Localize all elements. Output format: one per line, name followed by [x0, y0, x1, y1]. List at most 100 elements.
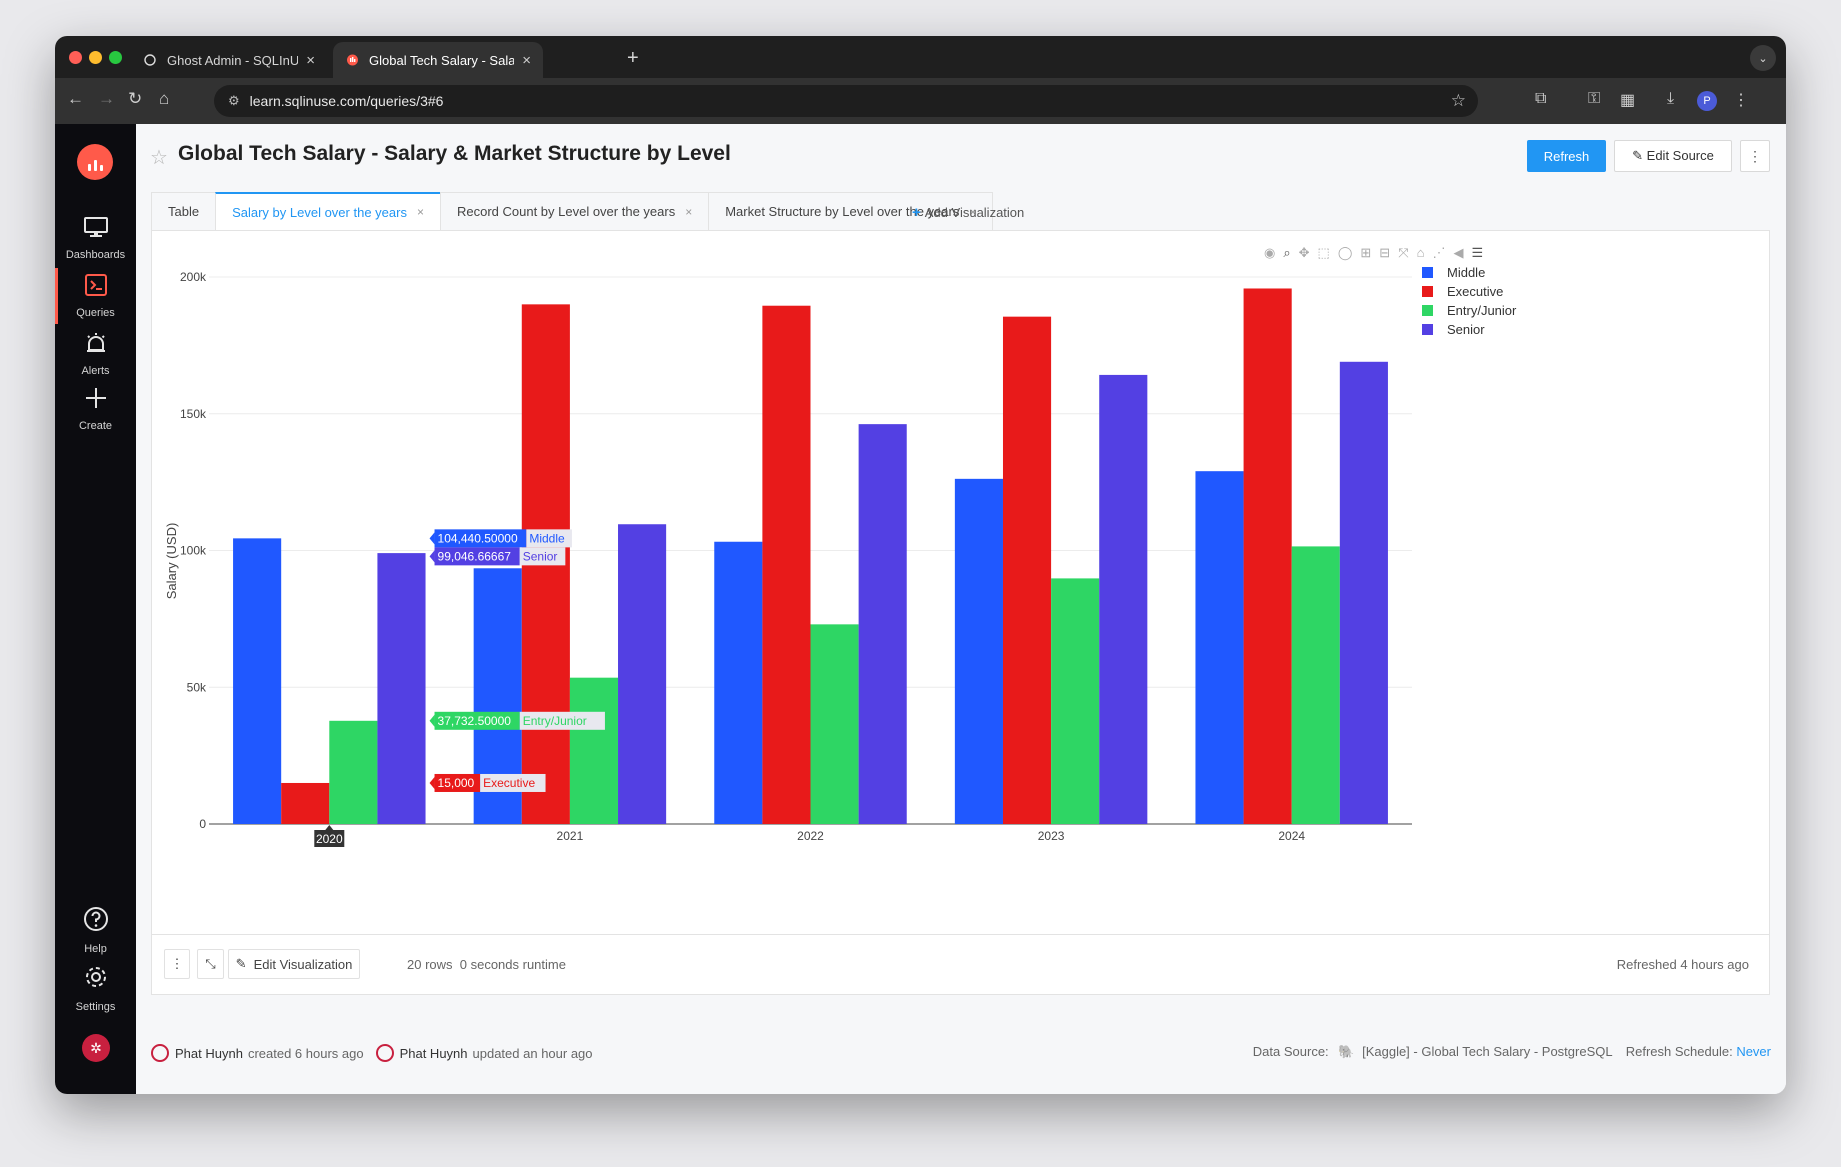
zoom-icon[interactable]: ⌕: [1283, 245, 1291, 260]
fullscreen-button[interactable]: ⤡: [197, 949, 224, 979]
legend-item[interactable]: Middle: [1422, 263, 1516, 282]
hover-series-name: Entry/Junior: [523, 714, 587, 728]
viz-menu-button[interactable]: ⋮: [164, 949, 190, 979]
bar-senior-2022[interactable]: [858, 424, 907, 824]
legend-swatch: [1422, 286, 1433, 297]
zoom-window-button[interactable]: [109, 51, 122, 64]
back-icon[interactable]: ←: [67, 89, 84, 108]
site-info-icon[interactable]: ⚙: [228, 93, 240, 108]
browser-menu-icon[interactable]: ⋮: [1733, 92, 1749, 109]
spike-lines-icon[interactable]: ⋰: [1432, 245, 1446, 260]
legend-item[interactable]: Senior: [1422, 320, 1516, 339]
bar-middle-2023[interactable]: [954, 478, 1003, 824]
visualization-panel: ◉ ⌕ ✥ ⬚ ◯ ⊞ ⊟ ⤧ ⌂ ⋰ ◀ ☰ 0 50k 100k 150k 200k…: [151, 230, 1770, 995]
updated-text: updated an hour ago: [472, 1045, 593, 1061]
bar-middle-2022[interactable]: [714, 541, 763, 824]
chart-bars: [233, 288, 1388, 825]
logo-bar: [93, 160, 97, 171]
browser-tab-ghost[interactable]: Ghost Admin - SQLInUse ×: [131, 42, 327, 78]
data-source-name[interactable]: [Kaggle] - Global Tech Salary - PostgreS…: [1362, 1044, 1613, 1059]
bar-entry-junior-2023[interactable]: [1051, 578, 1100, 824]
sidebar-item-dashboards[interactable]: Dashboards: [55, 216, 136, 261]
close-tab-icon[interactable]: ×: [306, 51, 315, 69]
sidebar-item-label: Help: [84, 943, 107, 955]
y-tick-label: 200k: [180, 270, 207, 284]
close-tab-icon[interactable]: ×: [522, 51, 531, 69]
home-icon[interactable]: ⌂: [159, 89, 170, 108]
edit-source-button[interactable]: ✎ Edit Source: [1614, 140, 1732, 172]
pan-icon[interactable]: ✥: [1298, 245, 1310, 260]
bar-middle-2024[interactable]: [1195, 471, 1244, 824]
bar-entry-junior-2021[interactable]: [569, 677, 619, 824]
data-source-info: Data Source: 🐘 [Kaggle] - Global Tech Sa…: [1253, 1044, 1771, 1060]
browser-tab-salary[interactable]: Global Tech Salary - Salary & ×: [333, 42, 543, 78]
download-icon[interactable]: ⤓: [1667, 90, 1675, 107]
terminal-icon: [55, 274, 136, 301]
hover-closest-icon[interactable]: ◀: [1453, 245, 1464, 260]
tab-record-count-by-level[interactable]: Record Count by Level over the years ×: [439, 192, 709, 231]
close-icon[interactable]: ×: [416, 205, 424, 219]
redash-logo[interactable]: [77, 144, 113, 180]
legend-item[interactable]: Entry/Junior: [1422, 301, 1516, 320]
bar-executive-2023[interactable]: [1002, 316, 1052, 824]
bar-senior-2021[interactable]: [618, 524, 667, 824]
bar-executive-2020[interactable]: [281, 782, 330, 824]
sidebar-item-help[interactable]: Help: [55, 906, 136, 955]
autoscale-icon[interactable]: ⤧: [1398, 245, 1409, 260]
bar-executive-2024[interactable]: [1243, 288, 1292, 824]
x-tick-label: 2024: [1278, 829, 1305, 843]
tab-market-structure-by-level[interactable]: Market Structure by Level over the years…: [708, 192, 994, 231]
bar-executive-2022[interactable]: [762, 305, 811, 824]
forward-icon[interactable]: →: [98, 89, 115, 108]
hover-value-box: [434, 711, 520, 730]
passwords-icon[interactable]: ⚿: [1588, 90, 1601, 107]
refresh-schedule-value[interactable]: Never: [1736, 1044, 1771, 1059]
camera-icon[interactable]: ◉: [1264, 245, 1276, 260]
chart-legend: Middle Executive Entry/Junior Senior: [1422, 263, 1516, 339]
hover-series-name: Executive: [483, 776, 535, 790]
bar-senior-2023[interactable]: [1099, 374, 1148, 824]
bar-senior-2020[interactable]: [377, 553, 426, 824]
plus-icon: +: [912, 204, 921, 221]
expand-icon: ⤡: [205, 956, 216, 971]
bar-senior-2024[interactable]: [1339, 361, 1388, 824]
hover-compare-icon[interactable]: ☰: [1471, 245, 1484, 260]
zoom-in-icon[interactable]: ⊞: [1360, 245, 1372, 260]
tab-search-button[interactable]: ⌄: [1750, 45, 1776, 71]
new-tab-button[interactable]: +: [627, 47, 639, 69]
profile-avatar[interactable]: P: [1697, 91, 1717, 111]
sidebar-item-settings[interactable]: Settings: [55, 964, 136, 1013]
reload-icon[interactable]: ↻: [128, 89, 143, 108]
address-bar[interactable]: ⚙ learn.sqlinuse.com/queries/3#6 ☆: [214, 85, 1478, 117]
bar-entry-junior-2020[interactable]: [329, 720, 378, 824]
bar-entry-junior-2022[interactable]: [810, 624, 859, 824]
edit-visualization-button[interactable]: ✎ Edit Visualization: [228, 949, 360, 979]
legend-item[interactable]: Executive: [1422, 282, 1516, 301]
minimize-window-button[interactable]: [89, 51, 102, 64]
close-icon[interactable]: ×: [969, 204, 977, 219]
refresh-button[interactable]: Refresh: [1527, 140, 1606, 172]
legend-swatch: [1422, 305, 1433, 316]
extensions-icon[interactable]: ⧉: [1535, 90, 1547, 107]
user-avatar[interactable]: ✲: [82, 1034, 110, 1062]
favorite-star-icon[interactable]: ☆: [150, 147, 168, 169]
sidebar-item-create[interactable]: Create: [55, 387, 136, 432]
tab-table[interactable]: Table: [151, 192, 216, 231]
bookmark-star-icon[interactable]: ☆: [1450, 91, 1466, 110]
sidebar-item-queries[interactable]: Queries: [55, 268, 136, 324]
more-actions-button[interactable]: ⋮: [1740, 140, 1770, 172]
hover-labels: 104,440.50000 Middle 99,046.66667 Senior 37,…: [429, 529, 605, 792]
qr-code-icon[interactable]: ▦: [1620, 92, 1636, 109]
add-visualization-button[interactable]: + Add Visualization: [912, 204, 1024, 221]
close-window-button[interactable]: [69, 51, 82, 64]
close-icon[interactable]: ×: [685, 204, 693, 219]
data-source-label: Data Source:: [1252, 1044, 1329, 1059]
bar-entry-junior-2024[interactable]: [1291, 546, 1340, 824]
box-select-icon[interactable]: ⬚: [1317, 245, 1330, 260]
lasso-select-icon[interactable]: ◯: [1337, 245, 1353, 260]
sidebar-item-alerts[interactable]: Alerts: [55, 332, 136, 377]
tab-salary-by-level[interactable]: Salary by Level over the years ×: [215, 192, 440, 231]
bar-middle-2020[interactable]: [233, 538, 282, 824]
reset-axes-icon[interactable]: ⌂: [1416, 245, 1425, 260]
zoom-out-icon[interactable]: ⊟: [1379, 245, 1391, 260]
